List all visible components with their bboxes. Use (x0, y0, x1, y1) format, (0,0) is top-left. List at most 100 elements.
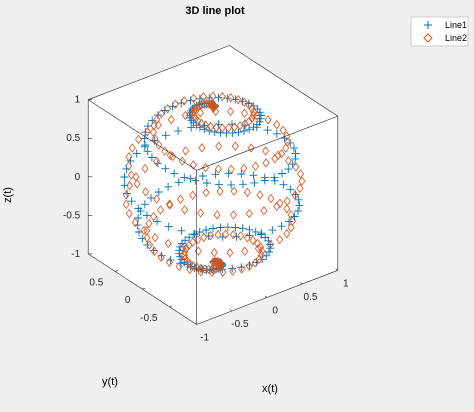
data-point (142, 211, 151, 220)
data-point (245, 125, 254, 134)
data-point (126, 180, 134, 191)
data-point (161, 131, 170, 140)
data-point (210, 257, 218, 267)
data-point (270, 176, 279, 185)
axes-box-edge (196, 115, 338, 171)
data-point (210, 247, 218, 258)
data-point (178, 239, 187, 248)
data-point (228, 264, 237, 273)
data-point (143, 233, 151, 243)
data-point (268, 226, 277, 235)
data-point (200, 232, 208, 243)
data-point (277, 222, 286, 231)
data-point (207, 231, 215, 241)
legend-entry-line2[interactable]: Line2 (423, 33, 467, 43)
y-tick (115, 270, 119, 272)
z-tick-label: 1 (75, 95, 81, 106)
data-point (291, 149, 300, 158)
data-point (205, 264, 213, 274)
y-tick-label: 0 (125, 295, 131, 306)
data-point (211, 263, 219, 274)
data-point (146, 240, 154, 250)
axes-box-edge (88, 45, 230, 100)
data-point (166, 200, 174, 210)
data-point (296, 183, 304, 193)
data-point (120, 173, 129, 181)
data-point (237, 263, 246, 272)
data-point (161, 146, 169, 156)
data-point (153, 194, 161, 204)
data-point (243, 233, 251, 243)
data-point (230, 210, 237, 220)
data-point (177, 226, 186, 235)
data-point (294, 195, 303, 204)
data-point (291, 190, 299, 200)
data-point (186, 96, 195, 105)
data-point (214, 93, 223, 102)
data-point (249, 235, 257, 246)
data-point (147, 193, 155, 202)
z-axis-label: z(t) (2, 187, 14, 203)
legend-entry-line1[interactable]: Line1 (424, 20, 467, 30)
data-point (136, 207, 145, 216)
data-point (198, 172, 207, 180)
data-point (266, 239, 274, 250)
data-point (167, 114, 175, 125)
data-point (182, 243, 190, 254)
data-point (222, 229, 230, 239)
data-point (282, 143, 290, 153)
data-point (276, 234, 284, 245)
data-point (258, 250, 265, 260)
data-point (155, 140, 163, 150)
data-point (279, 180, 288, 189)
data-point (243, 187, 251, 198)
axes-box-back (87, 45, 339, 325)
data-point (262, 158, 270, 168)
data-point (216, 186, 224, 196)
data-point (199, 92, 207, 102)
data-point (164, 238, 172, 249)
data-point (181, 247, 189, 257)
data-point (240, 127, 248, 135)
data-point (284, 165, 293, 174)
z-tick-label: -1 (71, 249, 80, 260)
data-point (295, 201, 304, 210)
data-point (186, 259, 194, 269)
data-point (183, 256, 191, 266)
data-point (164, 182, 173, 191)
data-point (205, 99, 213, 109)
data-point (241, 246, 249, 256)
data-point (143, 147, 152, 156)
data-point (294, 207, 302, 215)
data-point (209, 257, 217, 267)
data-point (245, 100, 253, 110)
data-point (174, 126, 183, 135)
data-point (153, 217, 162, 226)
data-point (251, 258, 259, 268)
data-point (197, 118, 205, 128)
data-point (182, 146, 190, 156)
data-point (215, 141, 223, 151)
data-point (285, 217, 293, 226)
data-point (211, 170, 220, 179)
data-point (257, 229, 266, 238)
data-point (227, 106, 234, 117)
data-point (134, 214, 143, 222)
data-point (224, 123, 233, 133)
data-point (181, 205, 189, 215)
data-point (190, 93, 198, 104)
data-point (125, 161, 133, 171)
x-tick (335, 268, 338, 271)
data-point (151, 232, 159, 243)
data-point (189, 237, 197, 247)
data-point (132, 149, 141, 158)
data-point (231, 122, 238, 132)
data-point (195, 94, 204, 103)
chart-title: 3D line plot (185, 5, 245, 17)
data-point (219, 267, 227, 277)
data-point (290, 212, 299, 221)
data-point (174, 178, 183, 187)
data-point (267, 193, 275, 204)
legend[interactable]: Line1 Line2 (410, 16, 469, 47)
